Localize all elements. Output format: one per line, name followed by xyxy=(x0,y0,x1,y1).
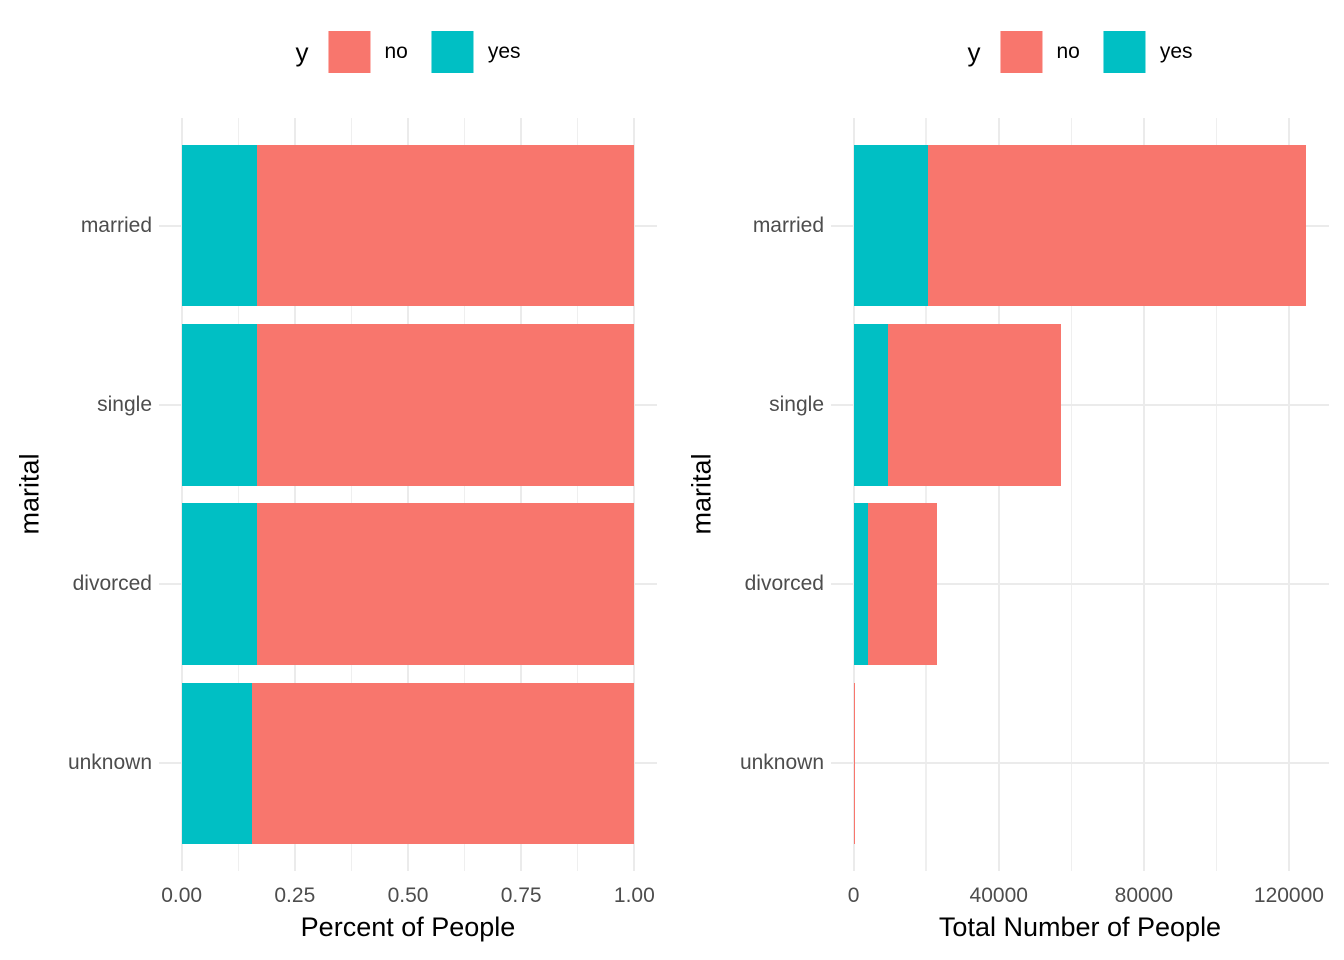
major-gridline-horizontal xyxy=(831,583,1329,586)
bar-single xyxy=(181,324,635,486)
x-tick-label: 0.75 xyxy=(500,884,542,907)
x-tick-label: 0 xyxy=(847,884,860,907)
bar-segment-no xyxy=(256,144,635,307)
y-axis-title: marital xyxy=(14,453,45,535)
major-gridline-horizontal xyxy=(831,762,1329,765)
major-gridline xyxy=(997,118,1000,871)
minor-gridline xyxy=(237,118,239,871)
legend: y no yes xyxy=(967,31,1193,73)
y-tick-label-married: married xyxy=(752,213,824,237)
bar-segment-no xyxy=(867,503,938,665)
bar-divorced xyxy=(181,503,635,665)
major-gridline xyxy=(520,118,523,871)
bar-segment-no xyxy=(888,324,1062,486)
legend-label-no: no xyxy=(384,40,408,63)
bar-segment-no xyxy=(256,324,635,486)
bar-segment-yes xyxy=(853,682,855,845)
bar-segment-no xyxy=(854,682,856,845)
y-tick-label-unknown: unknown xyxy=(739,751,824,775)
major-gridline xyxy=(852,118,855,871)
legend-key-no-swatch xyxy=(328,31,371,73)
bar-segment-no xyxy=(251,682,635,845)
minor-gridline xyxy=(925,118,927,871)
major-gridline xyxy=(407,118,409,871)
y-tick-label-single: single xyxy=(769,392,824,416)
minor-gridline xyxy=(1070,118,1072,871)
bar-segment-no xyxy=(256,503,635,665)
x-tick-label: 0.25 xyxy=(274,884,316,907)
legend-key-no-swatch xyxy=(1000,31,1043,73)
x-axis-title: Percent of People xyxy=(300,912,516,942)
bar-unknown xyxy=(853,682,856,845)
major-gridline-horizontal xyxy=(831,403,1329,406)
plot-area xyxy=(831,118,1329,871)
bar-segment-yes xyxy=(853,324,889,486)
legend-title: y xyxy=(295,36,309,67)
y-tick-label-divorced: divorced xyxy=(72,572,152,596)
major-gridline xyxy=(633,118,636,871)
x-tick-label: 40000 xyxy=(969,884,1028,907)
major-gridline xyxy=(293,118,296,871)
bar-married xyxy=(853,144,1307,307)
minor-gridline xyxy=(1215,118,1218,871)
x-tick-label: 0.50 xyxy=(387,884,429,907)
plot-area xyxy=(159,118,657,871)
bar-segment-yes xyxy=(853,503,868,665)
y-tick-label-divorced: divorced xyxy=(744,572,824,596)
legend-title: y xyxy=(967,36,981,67)
minor-gridline xyxy=(350,118,353,871)
bar-single xyxy=(853,324,1062,486)
minor-gridline xyxy=(463,118,466,871)
minor-gridline xyxy=(577,118,579,871)
y-tick-label-unknown: unknown xyxy=(67,751,152,775)
x-tick-label: 1.00 xyxy=(613,884,655,907)
legend-key-yes-swatch xyxy=(431,31,474,73)
legend-label-yes: yes xyxy=(1159,40,1193,63)
bar-segment-yes xyxy=(181,324,257,486)
y-tick-label-single: single xyxy=(97,392,152,416)
y-tick-label-married: married xyxy=(80,213,152,237)
major-gridline xyxy=(1142,118,1145,871)
major-gridline xyxy=(1287,118,1290,871)
y-axis-title: marital xyxy=(686,453,717,535)
bar-unknown xyxy=(181,682,635,845)
x-tick-label: 80000 xyxy=(1114,884,1174,907)
bar-divorced xyxy=(853,503,938,665)
legend-label-no: no xyxy=(1056,40,1080,63)
legend: y no yes xyxy=(295,31,521,73)
major-gridline xyxy=(180,118,183,871)
x-tick-label: 0.00 xyxy=(161,884,203,907)
bar-married xyxy=(181,144,635,307)
bar-segment-yes xyxy=(853,144,928,307)
bar-segment-yes xyxy=(181,682,252,845)
legend-label-yes: yes xyxy=(487,40,521,63)
chart-panel-percent: y no yes marital Percent of People marri… xyxy=(14,31,657,942)
bar-segment-yes xyxy=(181,503,257,665)
bar-segment-yes xyxy=(181,144,257,307)
x-axis-title: Total Number of People xyxy=(938,912,1222,942)
chart-panel-total: y no yes marital Total Number of People … xyxy=(672,0,1344,960)
x-tick-label: 120000 xyxy=(1253,884,1324,907)
bar-segment-no xyxy=(927,144,1307,307)
legend-key-yes-swatch xyxy=(1103,31,1146,73)
